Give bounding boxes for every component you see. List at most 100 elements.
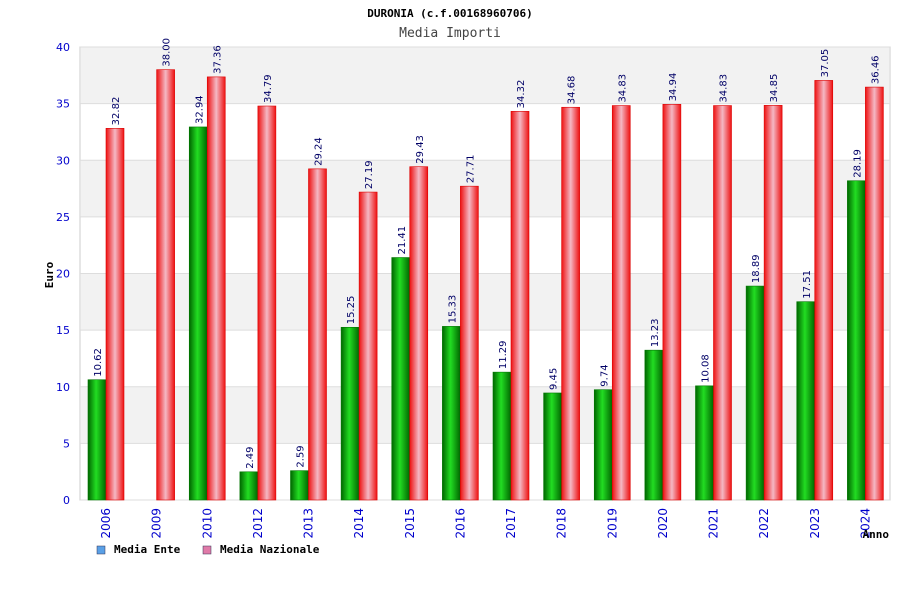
data-label-media-nazionale-2022: 34.85 [769, 74, 780, 103]
x-tick-label: 2020 [656, 508, 670, 539]
x-tick-label: 2024 [858, 508, 872, 539]
x-tick-label: 2015 [403, 508, 417, 539]
chart-subtitle: Media Importi [399, 26, 501, 41]
bar-media-nazionale-2014 [358, 191, 378, 501]
data-label-media-ente-2020: 13.23 [650, 319, 661, 348]
data-label-media-ente-2024: 28.19 [852, 149, 863, 178]
bar-media-ente-2010 [188, 126, 208, 501]
y-tick-label: 35 [56, 98, 70, 111]
data-label-media-nazionale-2014: 27.19 [364, 160, 375, 189]
bar-media-ente-2006 [87, 379, 107, 501]
data-label-media-nazionale-2020: 34.94 [668, 73, 679, 102]
bar-media-ente-2019 [593, 389, 613, 501]
legend-swatch-media-nazionale [202, 545, 212, 555]
data-label-media-ente-2012: 2.49 [245, 447, 256, 469]
x-tick-label: 2018 [555, 508, 569, 539]
bar-media-nazionale-2023 [814, 80, 834, 501]
data-label-media-ente-2013: 2.59 [296, 445, 307, 467]
bar-media-ente-2024 [847, 180, 866, 501]
x-axis-label: Anno [863, 528, 890, 541]
y-tick-label: 10 [56, 381, 70, 394]
plot-band [81, 47, 889, 104]
bar-media-nazionale-2013 [308, 168, 327, 501]
data-label-media-ente-2023: 17.51 [802, 270, 813, 299]
data-label-media-nazionale-2009: 38.00 [162, 38, 173, 67]
y-tick-label: 30 [56, 154, 70, 167]
data-label-media-ente-2015: 21.41 [397, 226, 408, 255]
x-tick-label: 2014 [352, 508, 366, 539]
bar-media-nazionale-2017 [510, 111, 530, 501]
bar-media-ente-2015 [391, 257, 411, 501]
data-label-media-nazionale-2019: 34.83 [617, 74, 628, 103]
data-label-media-nazionale-2016: 27.71 [465, 155, 476, 184]
data-label-media-nazionale-2013: 29.24 [314, 137, 325, 166]
data-label-media-ente-2019: 9.74 [599, 364, 610, 386]
x-tick-label: 2009 [150, 508, 164, 539]
bars [87, 69, 884, 501]
bar-media-nazionale-2022 [763, 105, 783, 501]
bar-media-ente-2012 [239, 471, 259, 501]
x-tick-label: 2006 [99, 508, 113, 539]
y-axis-label: Euro [43, 261, 56, 288]
x-tick-label: 2016 [453, 508, 467, 539]
x-tick-label: 2022 [757, 508, 771, 539]
data-label-media-ente-2022: 18.89 [751, 254, 762, 283]
data-label-media-ente-2006: 10.62 [93, 348, 104, 377]
y-tick-label: 0 [63, 494, 70, 507]
bar-media-ente-2021 [695, 385, 714, 501]
bar-media-nazionale-2020 [662, 104, 682, 501]
y-tick-label: 20 [56, 268, 70, 281]
x-tick-label: 2013 [302, 508, 316, 539]
data-label-media-nazionale-2018: 34.68 [567, 76, 578, 105]
data-label-media-ente-2016: 15.33 [447, 295, 458, 324]
bar-media-ente-2013 [290, 470, 309, 501]
x-tick-label: 2010 [200, 508, 214, 539]
bar-media-ente-2017 [492, 371, 512, 501]
bar-media-nazionale-2019 [611, 105, 631, 501]
bar-media-nazionale-2010 [206, 76, 226, 501]
y-tick-label: 5 [63, 437, 70, 450]
data-label-media-ente-2017: 11.29 [498, 341, 509, 370]
bar-media-ente-2014 [340, 326, 360, 501]
legend-label-media-nazionale: Media Nazionale [220, 543, 320, 556]
y-tick-label: 40 [56, 41, 70, 54]
bar-media-nazionale-2018 [561, 106, 580, 501]
data-labels: 10.62 32.82 38.00 32.94 37.36 2.49 34.79 2.59 29… [93, 38, 881, 469]
data-label-media-nazionale-2010: 37.36 [212, 45, 223, 74]
data-label-media-ente-2021: 10.08 [701, 354, 712, 383]
legend-swatch-media-ente [96, 545, 106, 555]
bar-media-ente-2023 [796, 301, 816, 501]
data-label-media-nazionale-2021: 34.83 [719, 74, 730, 103]
x-tick-label: 2023 [808, 508, 822, 539]
bar-media-nazionale-2009 [156, 69, 175, 501]
data-label-media-nazionale-2017: 34.32 [516, 80, 527, 109]
legend: Media Ente Media Nazionale [96, 543, 320, 556]
bar-media-nazionale-2016 [460, 185, 479, 501]
y-tick-label: 15 [56, 324, 70, 337]
chart-title: DURONIA (c.f.00168960706) [367, 7, 533, 20]
x-tick-label: 2019 [605, 508, 619, 539]
bar-media-nazionale-2021 [713, 105, 732, 501]
bar-media-ente-2018 [543, 392, 562, 501]
bar-media-ente-2016 [442, 326, 461, 501]
bar-media-ente-2022 [745, 285, 765, 501]
bar-media-nazionale-2015 [409, 166, 429, 501]
x-tick-label: 2017 [504, 508, 518, 539]
x-tick-label: 2012 [251, 508, 265, 539]
data-label-media-nazionale-2023: 37.05 [820, 49, 831, 78]
bar-media-nazionale-2024 [865, 86, 884, 501]
data-label-media-nazionale-2006: 32.82 [111, 97, 122, 126]
y-axis-ticks: 0 5 10 15 20 25 30 35 40 [56, 41, 70, 507]
y-tick-label: 25 [56, 211, 70, 224]
bar-media-ente-2020 [644, 349, 664, 501]
x-axis-ticks: 2006 2009 2010 2012 2013 2014 2015 2016 2017 2018… [99, 508, 872, 539]
bar-media-nazionale-2006 [105, 128, 125, 501]
data-label-media-nazionale-2012: 34.79 [263, 74, 274, 103]
data-label-media-ente-2014: 15.25 [346, 296, 357, 325]
x-tick-label: 2021 [707, 508, 721, 539]
data-label-media-nazionale-2015: 29.43 [415, 135, 426, 164]
legend-label-media-ente: Media Ente [114, 543, 181, 556]
data-label-media-ente-2018: 9.45 [549, 368, 560, 390]
bar-media-nazionale-2012 [257, 105, 277, 501]
